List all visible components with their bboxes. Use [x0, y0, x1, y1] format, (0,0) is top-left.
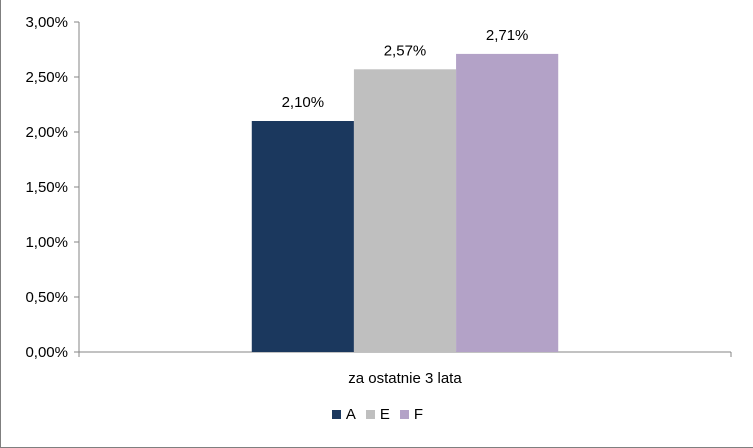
y-tick-label: 0,50% — [25, 289, 68, 306]
legend-swatch — [399, 410, 409, 419]
data-label: 2,57% — [384, 42, 427, 59]
legend-label: F — [413, 406, 424, 423]
bar-f — [456, 53, 559, 353]
y-tick-label: 1,50% — [25, 179, 68, 196]
bar-a — [251, 121, 354, 352]
legend-item-f: F — [399, 406, 424, 423]
data-label: 2,71% — [486, 27, 529, 44]
y-tick-label: 3,00% — [25, 14, 68, 31]
legend-item-e: E — [365, 406, 390, 423]
legend-item-a: A — [331, 406, 356, 423]
y-tick-label: 1,00% — [25, 234, 68, 251]
y-tick-label: 2,00% — [25, 124, 68, 141]
x-category-label: za ostatnie 3 lata — [348, 370, 462, 387]
legend-label: A — [345, 406, 356, 423]
bar-e — [353, 69, 457, 353]
legend-label: E — [379, 406, 390, 423]
legend-swatch — [331, 410, 341, 419]
y-tick-label: 0,00% — [25, 344, 68, 361]
legend-swatch — [365, 410, 375, 419]
data-label: 2,10% — [282, 94, 325, 111]
y-tick-label: 2,50% — [25, 69, 68, 86]
